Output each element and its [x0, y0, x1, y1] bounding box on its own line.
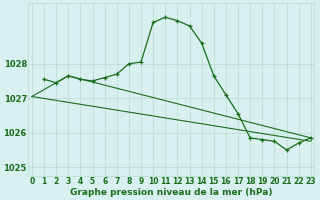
- X-axis label: Graphe pression niveau de la mer (hPa): Graphe pression niveau de la mer (hPa): [70, 188, 273, 197]
